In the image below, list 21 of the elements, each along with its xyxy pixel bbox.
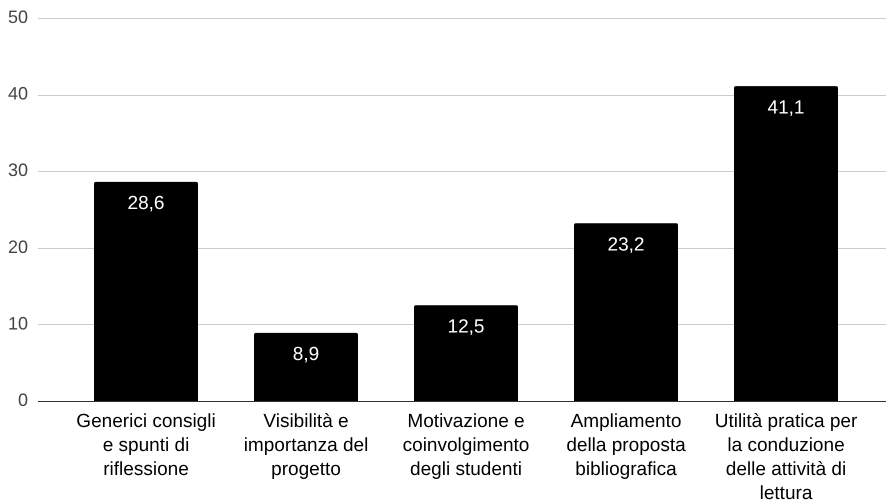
data-label: 41,1 <box>768 97 804 118</box>
y-tick-label: 50 <box>8 6 28 27</box>
data-label: 8,9 <box>292 344 320 366</box>
bar <box>94 182 198 401</box>
bar <box>414 305 518 401</box>
y-tick-label: 30 <box>8 160 28 180</box>
data-label: 28,6 <box>128 193 164 214</box>
y-tick-label: 20 <box>8 236 28 257</box>
x-tick-label: Utilità pratica per la conduzione delle attività di lettura <box>714 411 858 502</box>
y-tick-label: 0 <box>18 390 28 410</box>
x-tick-label: Ampliamento della proposta bibliografica <box>566 411 686 480</box>
data-label: 12,5 <box>448 316 484 338</box>
data-label: 23,2 <box>608 234 644 256</box>
bar <box>574 223 678 401</box>
bar <box>734 86 838 401</box>
y-tick-label: 40 <box>8 84 28 104</box>
bar <box>254 332 358 401</box>
x-tick-label: Visibilità e importanza del progetto <box>244 411 368 480</box>
x-tick-label: Generici consigli e spunti di riflessione <box>76 411 216 480</box>
y-tick-label: 10 <box>8 313 28 334</box>
x-tick-label: Motivazione e coinvolgimento degli studenti <box>402 411 530 480</box>
